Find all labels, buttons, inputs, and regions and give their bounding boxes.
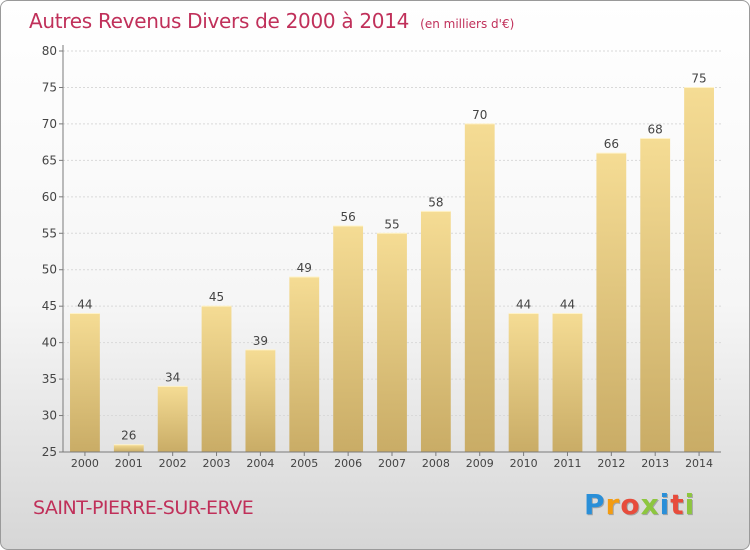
x-tick-label: 2005 [290, 457, 318, 470]
label-layer: 25 30 35 40 45 50 55 60 65 70 75 80 44 2000 26 2001 34 20… [42, 44, 713, 470]
y-tick-label: 30 [42, 409, 57, 423]
y-tick-label: 50 [42, 263, 57, 277]
y-tick-label: 80 [42, 44, 57, 58]
bar-value-label: 55 [384, 217, 399, 231]
town-name: SAINT-PIERRE-SUR-ERVE [33, 497, 254, 519]
bar [333, 225, 364, 452]
bar [377, 233, 407, 452]
x-tick-label: 2002 [159, 457, 187, 470]
chart-title: Autres Revenus Divers de 2000 à 2014 [29, 9, 410, 33]
y-tick-label: 55 [42, 226, 57, 240]
y-tick-label: 35 [42, 372, 57, 386]
bar-value-label: 44 [560, 297, 575, 311]
y-tick-label: 75 [42, 80, 57, 94]
bar [113, 444, 144, 452]
bar-value-label: 34 [165, 370, 180, 384]
x-tick-label: 2011 [553, 457, 581, 470]
y-tick-label: 60 [42, 190, 57, 204]
logo-letter: P [584, 488, 606, 521]
logo-letter: t [670, 488, 685, 521]
y-tick-label: 40 [42, 336, 57, 350]
bar-value-label: 68 [648, 122, 663, 136]
bar [289, 277, 320, 452]
bar-value-label: 70 [472, 108, 487, 122]
y-tick-label: 70 [42, 117, 57, 131]
x-tick-label: 2014 [685, 457, 713, 470]
bar-value-label: 44 [77, 297, 92, 311]
x-tick-label: 2001 [115, 457, 143, 470]
logo-letter: r [605, 488, 621, 521]
bar-value-label: 75 [691, 71, 706, 85]
bar-value-label: 56 [340, 210, 355, 224]
chart-title-row: Autres Revenus Divers de 2000 à 2014 (en… [29, 9, 514, 33]
x-tick-label: 2010 [510, 457, 538, 470]
chart-unit: (en milliers d'€) [420, 17, 515, 31]
bar-layer [70, 86, 714, 453]
bar [157, 386, 188, 452]
bar-value-label: 66 [604, 137, 619, 151]
bar [552, 313, 583, 452]
bar-value-label: 49 [297, 261, 312, 275]
logo-letter: i [684, 488, 696, 521]
axis-layer [59, 45, 721, 456]
x-tick-label: 2007 [378, 457, 406, 470]
x-tick-label: 2004 [246, 457, 274, 470]
bar-value-label: 44 [516, 297, 531, 311]
x-tick-label: 2009 [466, 457, 494, 470]
bar [70, 313, 100, 452]
x-tick-label: 2013 [641, 457, 669, 470]
y-tick-label: 65 [42, 153, 57, 167]
bar-value-label: 58 [428, 195, 443, 209]
x-tick-label: 2006 [334, 457, 362, 470]
x-tick-label: 2012 [597, 457, 625, 470]
logo-letter: i [659, 488, 671, 521]
bar-value-label: 39 [253, 334, 268, 348]
proxiti-logo[interactable]: Proxiti [584, 488, 695, 521]
logo-letter: x [640, 488, 660, 521]
logo-letter: o [620, 488, 641, 521]
y-tick-label: 45 [42, 299, 57, 313]
y-tick-label: 25 [42, 445, 57, 459]
bar [464, 123, 495, 452]
x-tick-label: 2003 [203, 457, 231, 470]
bar [684, 87, 714, 453]
bar [245, 349, 276, 452]
bar-value-label: 26 [121, 429, 136, 443]
bar [596, 153, 627, 452]
x-tick-label: 2008 [422, 457, 450, 470]
x-tick-label: 2000 [71, 457, 99, 470]
bar [508, 313, 539, 452]
bar-value-label: 45 [209, 290, 224, 304]
bar [640, 138, 671, 452]
bar [420, 211, 451, 452]
bar [201, 306, 232, 452]
